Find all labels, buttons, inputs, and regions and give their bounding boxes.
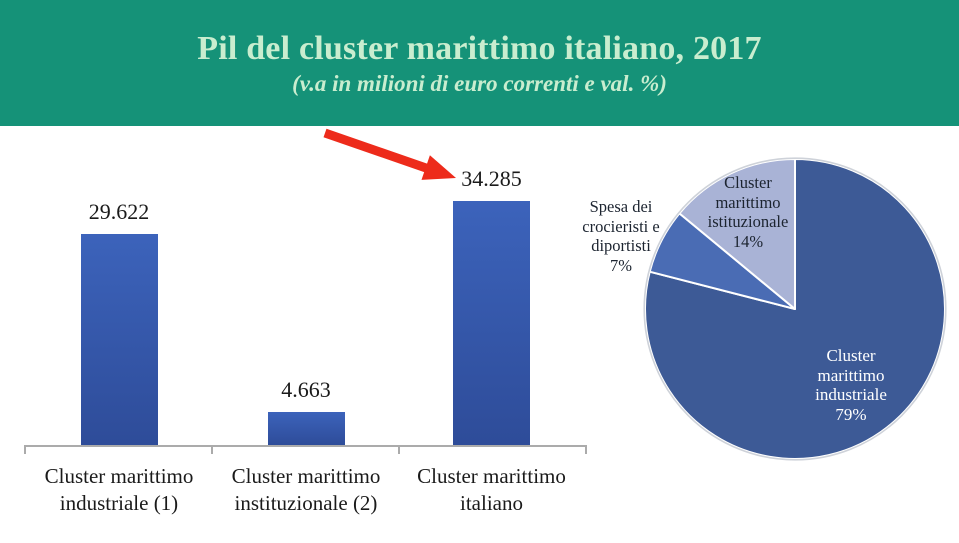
value-label-italiano: 34.285 bbox=[461, 166, 522, 191]
pie-label-line: Spesa dei bbox=[589, 197, 653, 216]
axis-tick bbox=[398, 445, 400, 454]
value-label-instituzionale: 4.663 bbox=[281, 377, 331, 402]
pie-label-industriale: Cluster marittimo industriale 79% bbox=[781, 346, 921, 424]
pie-label-istituzionale: Cluster marittimo istituzionale 14% bbox=[683, 173, 813, 251]
bar-cluster-marittimo-instituzionale bbox=[267, 412, 345, 445]
pie-label-line: 14% bbox=[732, 231, 764, 251]
category-label-industriale: Cluster marittimo industriale (1) bbox=[44, 464, 194, 515]
axis-tick bbox=[585, 445, 587, 454]
pie-label-line: Cluster bbox=[826, 346, 876, 365]
pie-label-line: marittimo bbox=[715, 192, 781, 212]
bar-cluster-marittimo-industriale bbox=[80, 234, 158, 445]
pie-label-line: marittimo bbox=[817, 365, 885, 385]
pie-label-line: istituzionale bbox=[707, 212, 789, 231]
pie-label-line: diportisti bbox=[591, 236, 651, 255]
pie-label-line: Cluster bbox=[724, 173, 772, 192]
axis-tick bbox=[211, 445, 213, 454]
header-banner: Pil del cluster marittimo italiano, 2017… bbox=[0, 0, 959, 126]
arrow-head-icon bbox=[421, 155, 456, 180]
page-title: Pil del cluster marittimo italiano, 2017 bbox=[197, 29, 762, 67]
value-label-industriale: 29.622 bbox=[88, 199, 150, 224]
pie-label-line: crocieristi e bbox=[582, 216, 660, 236]
pie-label-line: 7% bbox=[610, 255, 632, 275]
axis-tick bbox=[24, 445, 26, 454]
bar-cluster-marittimo-italiano bbox=[453, 201, 530, 445]
category-label-instituzionale: Cluster marittimo instituzionale (2) bbox=[231, 464, 381, 515]
pie-slice-cluster-marittimo-istituzionale bbox=[678, 158, 796, 310]
red-arrow-annotation bbox=[323, 128, 456, 180]
x-axis bbox=[24, 445, 586, 447]
pie-svg bbox=[643, 157, 947, 461]
pie-label-line: 79% bbox=[835, 404, 867, 424]
pie-label-spesa-crocieristi: Spesa dei crocieristi e diportisti 7% bbox=[551, 197, 691, 275]
arrow-shaft bbox=[323, 128, 428, 173]
category-label-italiano: Cluster marittimo italiano bbox=[417, 464, 566, 515]
pie-outer-rim bbox=[643, 157, 947, 461]
page-subtitle: (v.a in milioni di euro correnti e val. … bbox=[292, 70, 667, 96]
pie-label-line: industriale bbox=[815, 385, 887, 404]
